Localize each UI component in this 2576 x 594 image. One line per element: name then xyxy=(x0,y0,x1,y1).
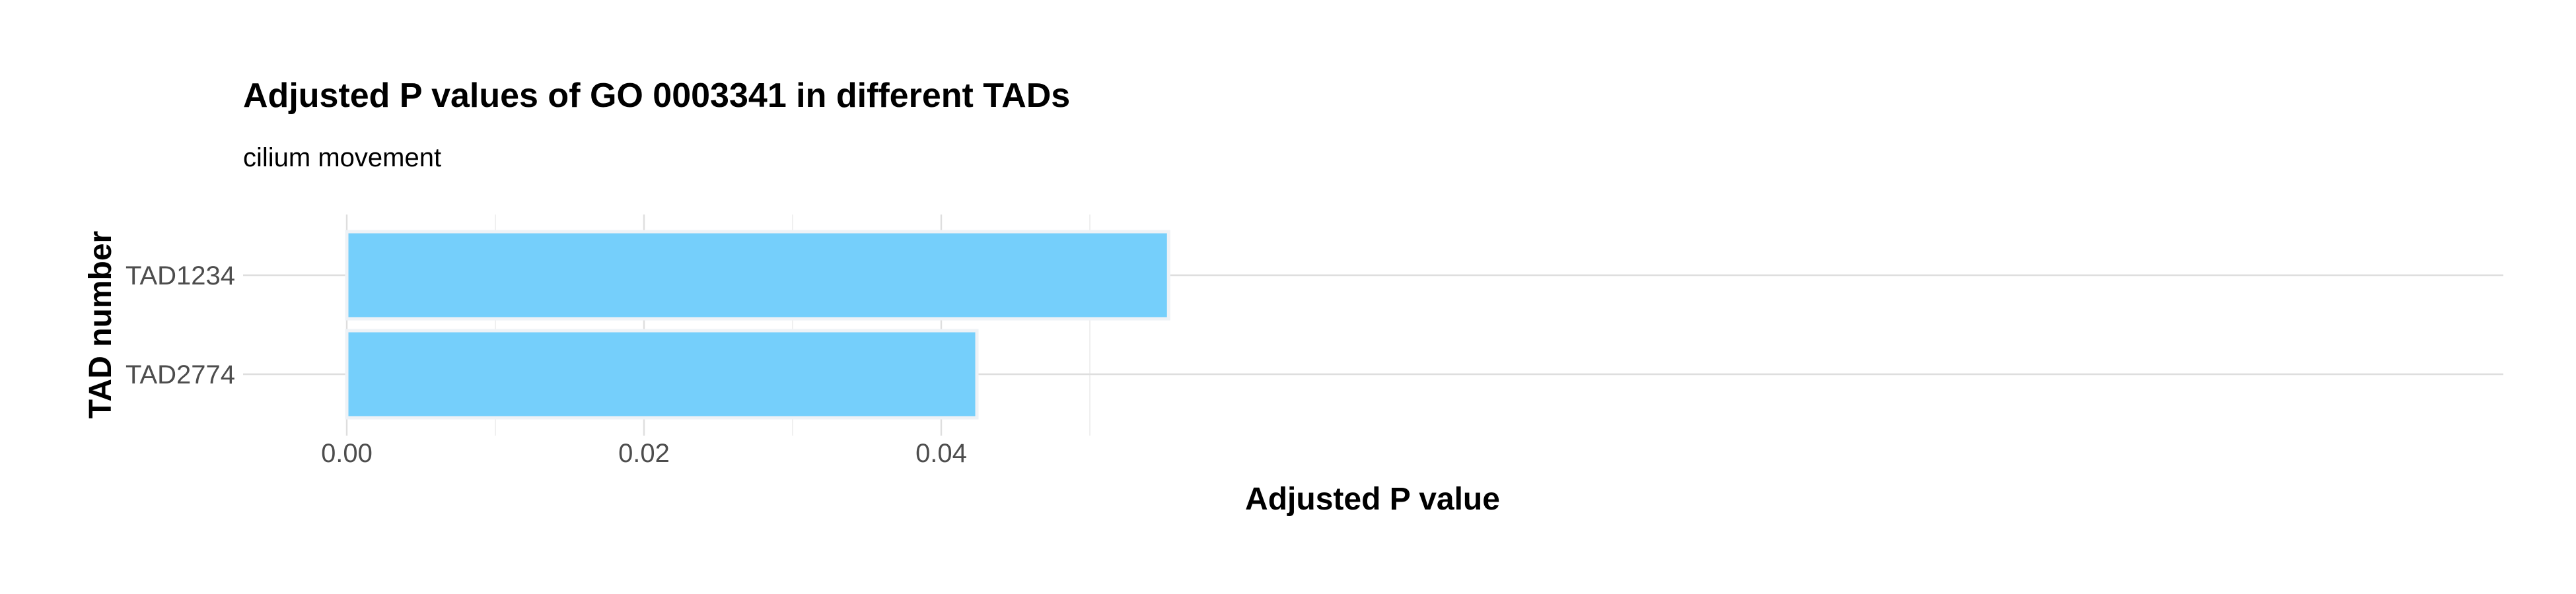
y-tick-label: TAD1234 xyxy=(125,261,235,290)
bar-tad2774 xyxy=(345,329,979,420)
chart-subtitle: cilium movement xyxy=(243,143,441,172)
x-axis-title: Adjusted P value xyxy=(1245,482,1500,517)
x-tick-label: 0.04 xyxy=(915,439,967,468)
tick-layer: TAD1234 TAD2774 0.00 0.02 0.04 xyxy=(125,261,967,468)
chart-title: Adjusted P values of GO 0003341 in diffe… xyxy=(243,77,1070,115)
bar-layer xyxy=(345,230,1170,420)
bar-tad1234 xyxy=(345,230,1170,321)
y-tick-label: TAD2774 xyxy=(125,360,235,389)
y-axis-title: TAD number xyxy=(83,231,118,418)
x-tick-label: 0.00 xyxy=(321,439,373,468)
x-tick-label: 0.02 xyxy=(618,439,670,468)
